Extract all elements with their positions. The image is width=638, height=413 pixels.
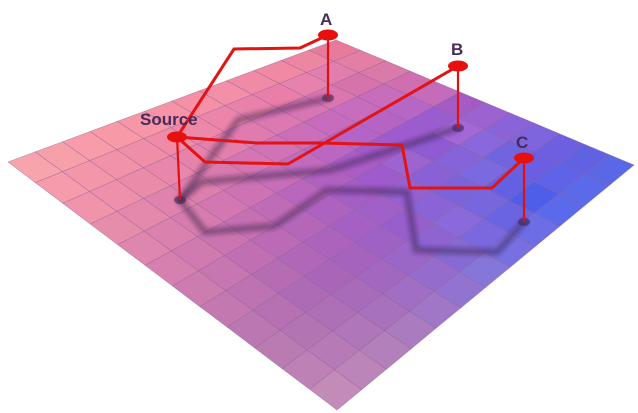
route-source-to-a — [175, 33, 330, 139]
node-marker-c[interactable] — [514, 152, 534, 164]
drop-line-source — [175, 136, 182, 201]
grid-tile — [583, 154, 635, 186]
node-label-source: Source — [140, 110, 198, 129]
node-marker-source[interactable] — [167, 131, 187, 143]
node-marker-a[interactable] — [318, 29, 338, 41]
route-source-to-c — [175, 135, 526, 190]
color-grid-plane — [7, 39, 635, 411]
shadow-path-source-c — [176, 186, 528, 256]
drop-lines — [175, 35, 526, 222]
node-label-c: C — [516, 133, 528, 152]
route-shadows — [176, 94, 528, 256]
route-source-to-b — [175, 64, 460, 166]
node-marker-b[interactable] — [448, 60, 468, 72]
routes — [175, 33, 526, 190]
node-label-a: A — [320, 10, 332, 29]
shadow-path-source-b — [176, 124, 462, 204]
node-markers — [167, 29, 534, 164]
node-label-b: B — [451, 40, 463, 59]
node-labels: A B Source C — [140, 10, 528, 152]
shadow-path-source-a — [176, 94, 332, 204]
